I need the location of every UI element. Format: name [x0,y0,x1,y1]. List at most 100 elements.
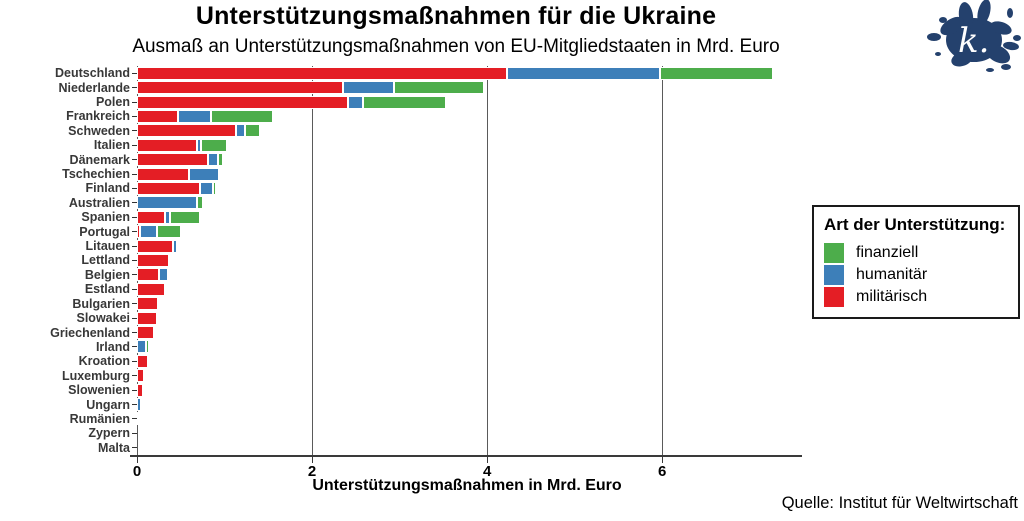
segment-militärisch-finland [137,181,201,195]
segment-finanziell-portugal [157,225,181,239]
bar-row-italien [137,138,228,152]
bar-row-niederlande [137,80,484,95]
ink-splat-logo: k. [927,0,1021,72]
segment-humanitär-finland [200,181,214,195]
segment-humanitär-litauen [172,239,178,253]
y-tick-mark [132,259,137,261]
bars [137,66,797,455]
segment-finanziell-lettland [169,253,172,267]
segment-humanitär-niederlande [342,81,395,95]
y-label-row-finland: Finland [0,181,137,195]
legend-box: Art der Unterstützung: finanziell humanit… [812,205,1020,319]
segment-militärisch-dänemark [137,153,208,167]
segment-militärisch-estland [137,282,165,296]
y-label-kroation: Kroation [78,354,130,369]
y-tick-mark [132,144,137,146]
y-label-tschechien: Tschechien [62,167,130,182]
y-label-row-litauen: Litauen [0,239,137,253]
bar-row-griechenland [137,325,154,340]
source-note: Quelle: Institut für Weltwirtschaft [781,494,1018,512]
bar-row-schweden [137,124,261,138]
gridline-2 [312,66,314,455]
segment-finanziell-tschechien [219,167,222,181]
legend-label-finanziell: finanziell [856,244,919,261]
y-label-zypern: Zypern [88,426,130,441]
y-label-spanien: Spanien [81,210,130,225]
y-label-schweden: Schweden [68,123,130,138]
y-label-row-slowakei: Slowakei [0,311,137,325]
logo-letter: k. [958,21,989,61]
bar-row-spanien [137,210,200,224]
legend-label-humanitär: humanitär [856,266,928,283]
y-label-row-zypern: Zypern [0,426,137,440]
segment-finanziell-schweden [244,124,261,138]
bar-row-ungarn [137,397,141,412]
x-tick-label-6: 6 [658,463,667,480]
y-label-australien: Australien [68,195,130,210]
segment-humanitär-ungarn [137,398,141,412]
legend-items: finanziell humanitär militärisch [824,243,1008,307]
y-tick-mark [132,274,137,276]
segment-militärisch-frankreich [137,109,179,123]
bar-row-australien [137,196,203,210]
segment-humanitär-belgien [158,268,168,282]
y-tick-mark [132,447,137,449]
y-tick-mark [132,432,137,434]
bar-row-deutschland [137,66,774,80]
y-label-polen: Polen [95,95,130,109]
segment-finanziell-irland [145,340,150,354]
segment-militärisch-luxemburg [137,369,144,383]
segment-militärisch-tschechien [137,167,189,181]
x-tick-label-0: 0 [132,463,142,480]
y-label-row-schweden: Schweden [0,124,137,138]
bar-row-finland [137,181,216,195]
y-label-irland: Irland [95,339,130,354]
y-label-row-polen: Polen [0,95,137,109]
x-tick-2 [312,457,314,463]
bar-row-dänemark [137,152,223,167]
segment-finanziell-dänemark [217,153,223,167]
segment-humanitär-tschechien [188,167,220,181]
segment-humanitär-frankreich [178,109,212,123]
y-tick-mark [132,202,137,204]
segment-finanziell-litauen [177,239,180,253]
y-label-row-belgien: Belgien [0,268,137,282]
segment-militärisch-slowakei [137,311,158,325]
bar-row-estland [137,282,165,296]
y-label-dänemark: Dänemark [69,152,130,167]
segment-militärisch-griechenland [137,326,154,340]
y-label-row-ungarn: Ungarn [0,397,137,412]
y-label-row-irland: Irland [0,340,137,354]
y-label-luxemburg: Luxemburg [61,368,130,383]
y-label-estland: Estland [84,282,130,297]
y-tick-mark [132,404,137,406]
y-label-row-italien: Italien [0,138,137,152]
bar-row-luxemburg [137,369,144,383]
y-tick-mark [132,389,137,391]
y-label-deutschland: Deutschland [54,66,130,81]
y-axis-labels: Deutschland Niederlande Polen Frankreich Sch… [0,66,137,455]
y-label-row-frankreich: Frankreich [0,109,137,123]
x-tick-label-2: 2 [307,463,317,480]
legend-item-humanitär: humanitär [824,265,1008,285]
y-tick-mark [132,159,137,161]
segment-militärisch-bulgarien [137,297,158,311]
bar-row-rumänien [137,412,139,426]
segment-militärisch-litauen [137,239,173,253]
y-label-row-rumänien: Rumänien [0,412,137,426]
bar-row-bulgarien [137,297,158,311]
y-label-row-spanien: Spanien [0,210,137,224]
y-tick-mark [132,346,137,348]
segment-militärisch-spanien [137,210,165,224]
bar-row-kroation [137,354,149,368]
y-tick-mark [132,360,137,362]
y-label-rumänien: Rumänien [69,411,130,426]
bar-row-litauen [137,239,180,253]
y-label-row-bulgarien: Bulgarien [0,297,137,311]
legend-swatch-militärisch [824,287,844,307]
segment-finanziell-finland [213,181,216,195]
y-tick-mark [132,216,137,218]
segment-finanziell-polen [362,95,446,109]
segment-finanziell-niederlande [394,81,484,95]
